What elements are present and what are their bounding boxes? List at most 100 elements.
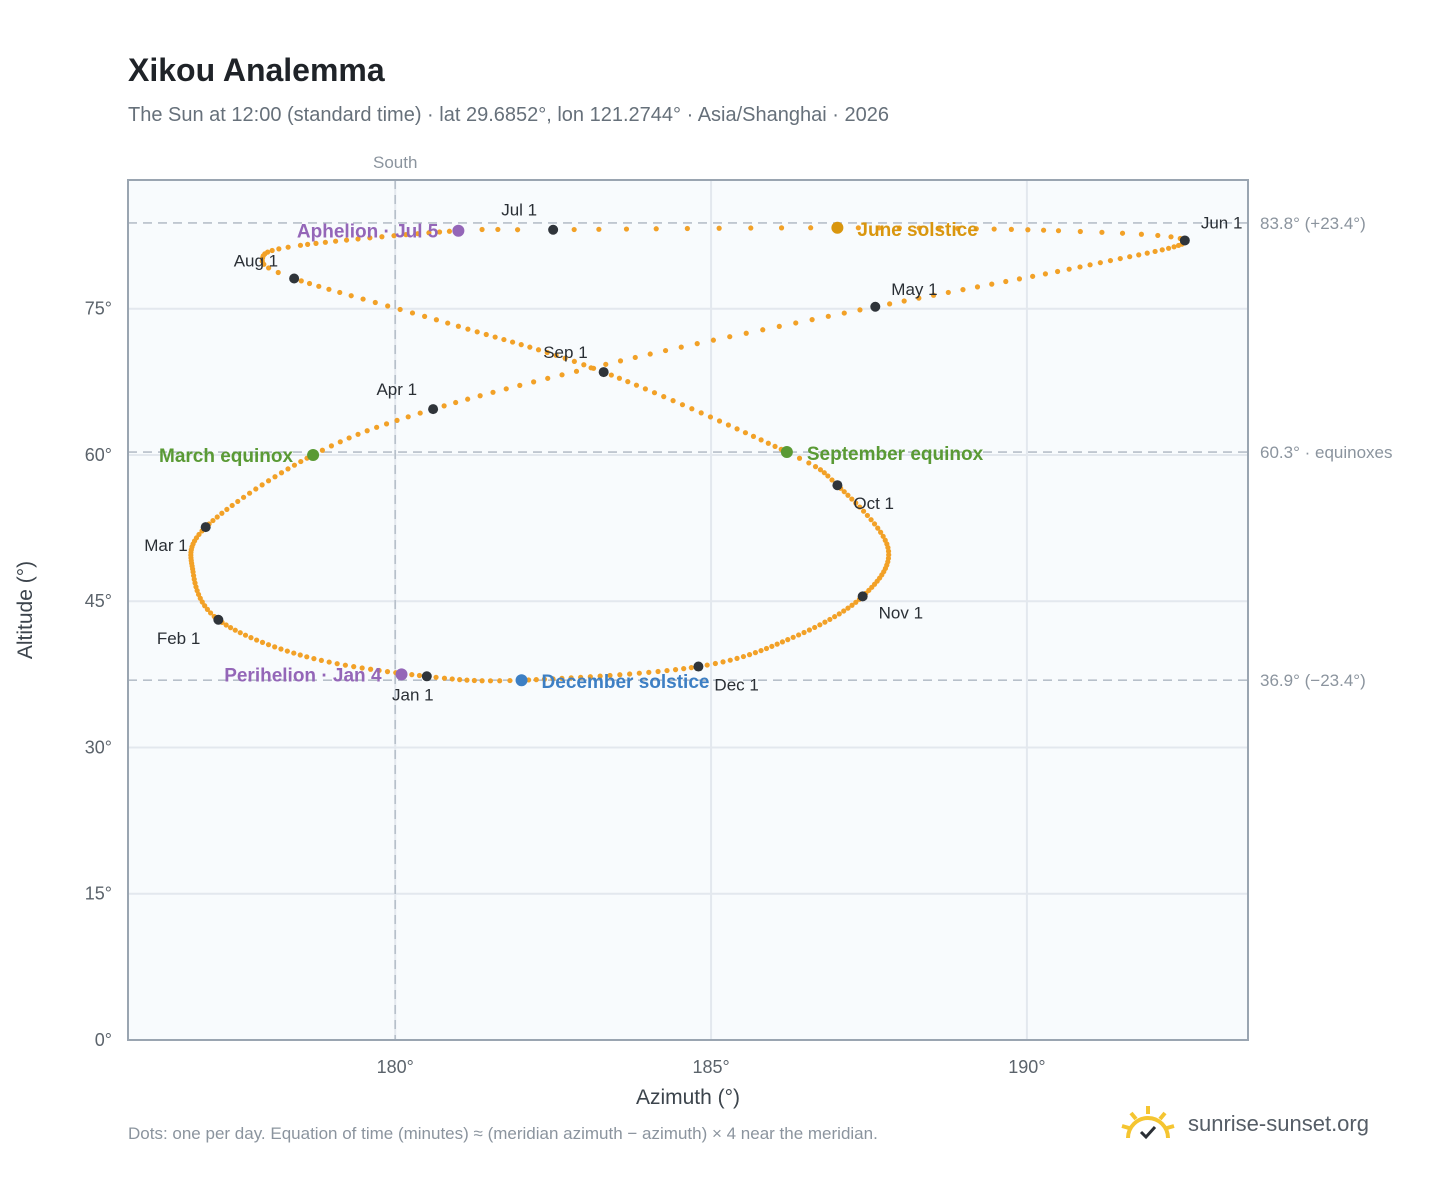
daily-sun-dot [698,410,704,416]
daily-sun-dot [304,654,310,660]
daily-sun-dot [581,362,587,368]
daily-sun-dot [483,331,489,338]
daily-sun-dot [679,402,686,408]
y-tick-label: 45° [85,591,112,611]
daily-sun-dot [1168,234,1174,240]
daily-sun-dot [734,655,740,661]
daily-sun-dot [214,514,220,520]
daily-sun-dot [707,414,714,420]
plot-frame [127,179,1249,1041]
daily-sun-dot [272,644,278,650]
daily-sun-dot [642,386,648,392]
daily-sun-dot [291,650,297,656]
daily-sun-dot [291,462,298,468]
event-marker [452,224,465,237]
daily-sun-dot [405,414,411,420]
daily-sun-dot [636,670,642,676]
daily-sun-dot [453,399,459,406]
daily-sun-dot [207,610,214,616]
brand-name: sunrise-sunset.org [1188,1111,1369,1136]
daily-sun-dot [265,642,272,648]
daily-sun-dot [608,372,614,378]
daily-sun-dot [857,504,863,510]
daily-sun-dot [285,244,291,250]
daily-sun-dot [1016,276,1023,282]
altitude-reference-label: 83.8° (+23.4°) [1260,214,1366,233]
daily-sun-dot [876,225,882,231]
daily-sun-dot [727,334,733,340]
daily-sun-dot [597,673,603,679]
daily-sun-dot [812,464,819,470]
daily-sun-dot [266,265,272,271]
daily-sun-dot [433,674,439,680]
daily-sun-dot [694,341,700,347]
daily-sun-dot [845,605,851,611]
brand[interactable]: sunrise-sunset.org [1120,1102,1369,1146]
daily-sun-dot [492,334,498,340]
sun-logo-icon [1121,1106,1175,1140]
daily-sun-dot [261,261,267,267]
event-label: March equinox [159,446,294,467]
daily-sun-dot [497,678,503,684]
daily-sun-dot [832,614,838,620]
daily-sun-dot [415,231,421,237]
daily-sun-dot [359,665,365,671]
daily-sun-dot [740,653,747,660]
page-subtitle: The Sun at 12:00 (standard time) · lat 2… [128,104,889,126]
month-marker-label: Sep 1 [543,343,587,362]
month-marker-label: Dec 1 [714,676,758,695]
daily-sun-dot [550,676,556,682]
daily-sun-dot [517,382,523,388]
daily-sun-dot [334,661,340,667]
x-axis-title: Azimuth (°) [636,1086,740,1109]
daily-sun-dot [571,226,577,233]
daily-sun-dot [632,354,638,361]
daily-sun-dot [684,225,690,232]
daily-sun-dot [1097,260,1103,266]
daily-sun-dot [426,230,432,236]
daily-sun-dot [743,330,749,336]
daily-sun-dot [533,677,539,683]
daily-sun-dot [661,394,667,400]
daily-sun-dot [1099,229,1105,235]
y-tick-label: 15° [85,884,112,904]
daily-sun-dot [433,317,440,323]
daily-sun-dot [297,242,304,248]
daily-sun-dot [535,347,542,353]
daily-sun-dot [887,301,893,307]
x-tick-label: 185° [692,1057,729,1077]
month-marker-label: May 1 [891,280,937,299]
daily-sun-dot [973,226,979,232]
daily-sun-dot [603,361,609,367]
daily-sun-dot [878,529,884,535]
daily-sun-dot [871,521,878,527]
daily-sun-dot [316,283,322,289]
footnote: Dots: one per day. Equation of time (min… [128,1124,878,1143]
month-marker [870,301,881,312]
daily-sun-dot [326,286,332,292]
daily-sun-dot [578,674,584,680]
daily-sun-dot [368,666,374,672]
daily-sun-dot [758,647,764,654]
daily-sun-dot [633,382,640,388]
daily-sun-dot [1066,266,1072,272]
daily-sun-dot [202,603,208,609]
daily-sun-dot [825,313,831,319]
daily-sun-dot [720,659,726,665]
month-marker [832,480,843,491]
daily-sun-dot [796,632,802,638]
altitude-reference-label: 60.3° · equinoxes [1260,443,1393,462]
daily-sun-dot [422,313,428,319]
daily-sun-dot [734,426,740,432]
daily-sun-dot [855,225,861,231]
month-marker [421,671,432,682]
daily-sun-dot [688,665,694,671]
daily-sun-dot [1077,228,1083,235]
daily-sun-dot [1055,228,1062,234]
daily-sun-dot [457,677,463,683]
daily-sun-dot [553,352,559,358]
daily-sun-dot [727,657,733,663]
month-marker [428,404,439,415]
month-marker-label: Oct 1 [853,494,894,513]
daily-sun-dot [559,675,565,681]
